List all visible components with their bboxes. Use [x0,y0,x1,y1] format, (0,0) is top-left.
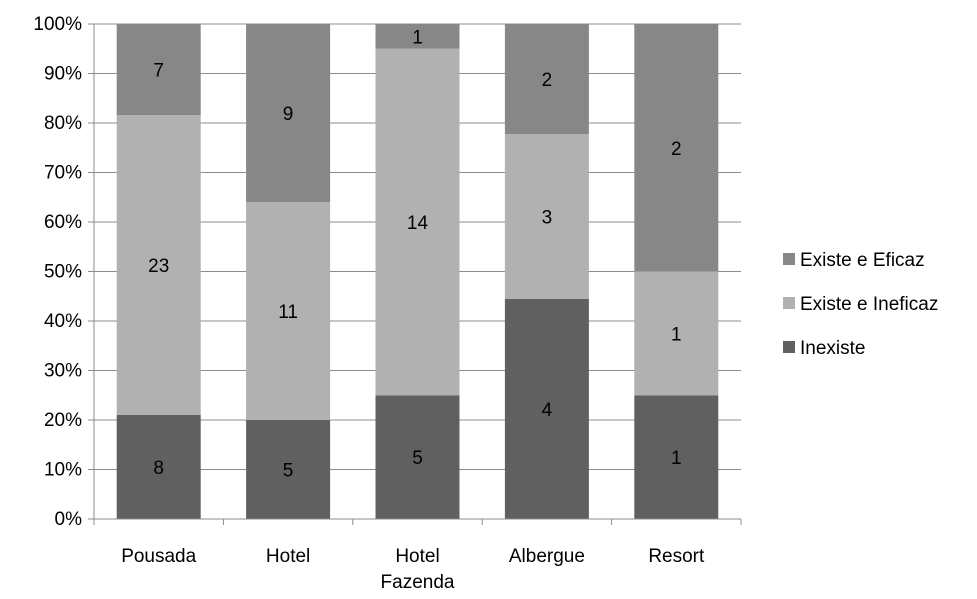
y-tick-label: 40% [44,311,82,332]
x-category-label: Pousada [121,546,196,567]
data-label: 7 [153,61,164,82]
data-label: 2 [542,70,553,91]
data-label: 5 [283,461,294,482]
x-category-label: Hotel [266,546,310,567]
data-label: 14 [407,213,429,234]
y-tick-label: 90% [44,64,82,85]
bars [116,24,719,519]
x-category-label: Hotel Fazenda [381,546,455,593]
bar-segment [504,299,589,519]
x-category-label-line: Hotel [395,546,439,567]
data-label: 23 [148,256,169,277]
bar-segment [116,24,201,116]
bar-segment [504,134,589,299]
data-label: 5 [412,448,423,469]
bar-segment [634,24,719,272]
y-tick-label: 100% [33,14,82,35]
bar-segment [375,395,460,519]
bar-segment [375,48,460,396]
data-label: 2 [671,139,682,160]
bar-segment [116,414,201,519]
legend-swatch [783,341,795,353]
data-label: 1 [671,448,682,469]
bar-segment [375,24,460,49]
x-category-label-line: Pousada [121,546,196,567]
data-label: 1 [671,324,682,345]
x-category-label: Resort [648,546,705,567]
bar-segment [634,395,719,519]
bar-segment [504,24,589,134]
x-category-label-line: Fazenda [381,572,455,593]
y-tick-label: 30% [44,361,82,382]
data-label: 1 [412,27,423,48]
x-category-label-line: Resort [648,546,705,567]
y-tick-label: 80% [44,113,82,134]
legend-label: Inexiste [800,338,865,359]
x-category-label-line: Albergue [509,546,585,567]
legend-label: Existe e Eficaz [800,250,925,271]
y-tick-label: 10% [44,460,82,481]
legend: Existe e Eficaz Existe e Ineficaz Inexiste [783,250,938,359]
legend-swatch [783,297,795,309]
bar-segment [634,271,719,396]
data-label: 9 [283,104,294,125]
bar-segment [246,202,331,420]
y-tick-label: 50% [44,262,82,283]
legend-label: Existe e Ineficaz [800,294,938,315]
y-tick-label: 20% [44,410,82,431]
y-tick-label: 0% [55,509,83,530]
x-category-label: Albergue [509,546,585,567]
data-label: 11 [278,302,298,323]
x-category-label-line: Hotel [266,546,310,567]
bar-segment [246,420,331,519]
data-label: 8 [153,458,164,479]
legend-swatch [783,253,795,265]
data-label: 4 [542,400,553,421]
y-tick-label: 60% [44,212,82,233]
bar-segment [246,24,331,203]
y-tick-label: 70% [44,163,82,184]
bar-segment [116,115,201,415]
data-label: 3 [542,208,553,229]
